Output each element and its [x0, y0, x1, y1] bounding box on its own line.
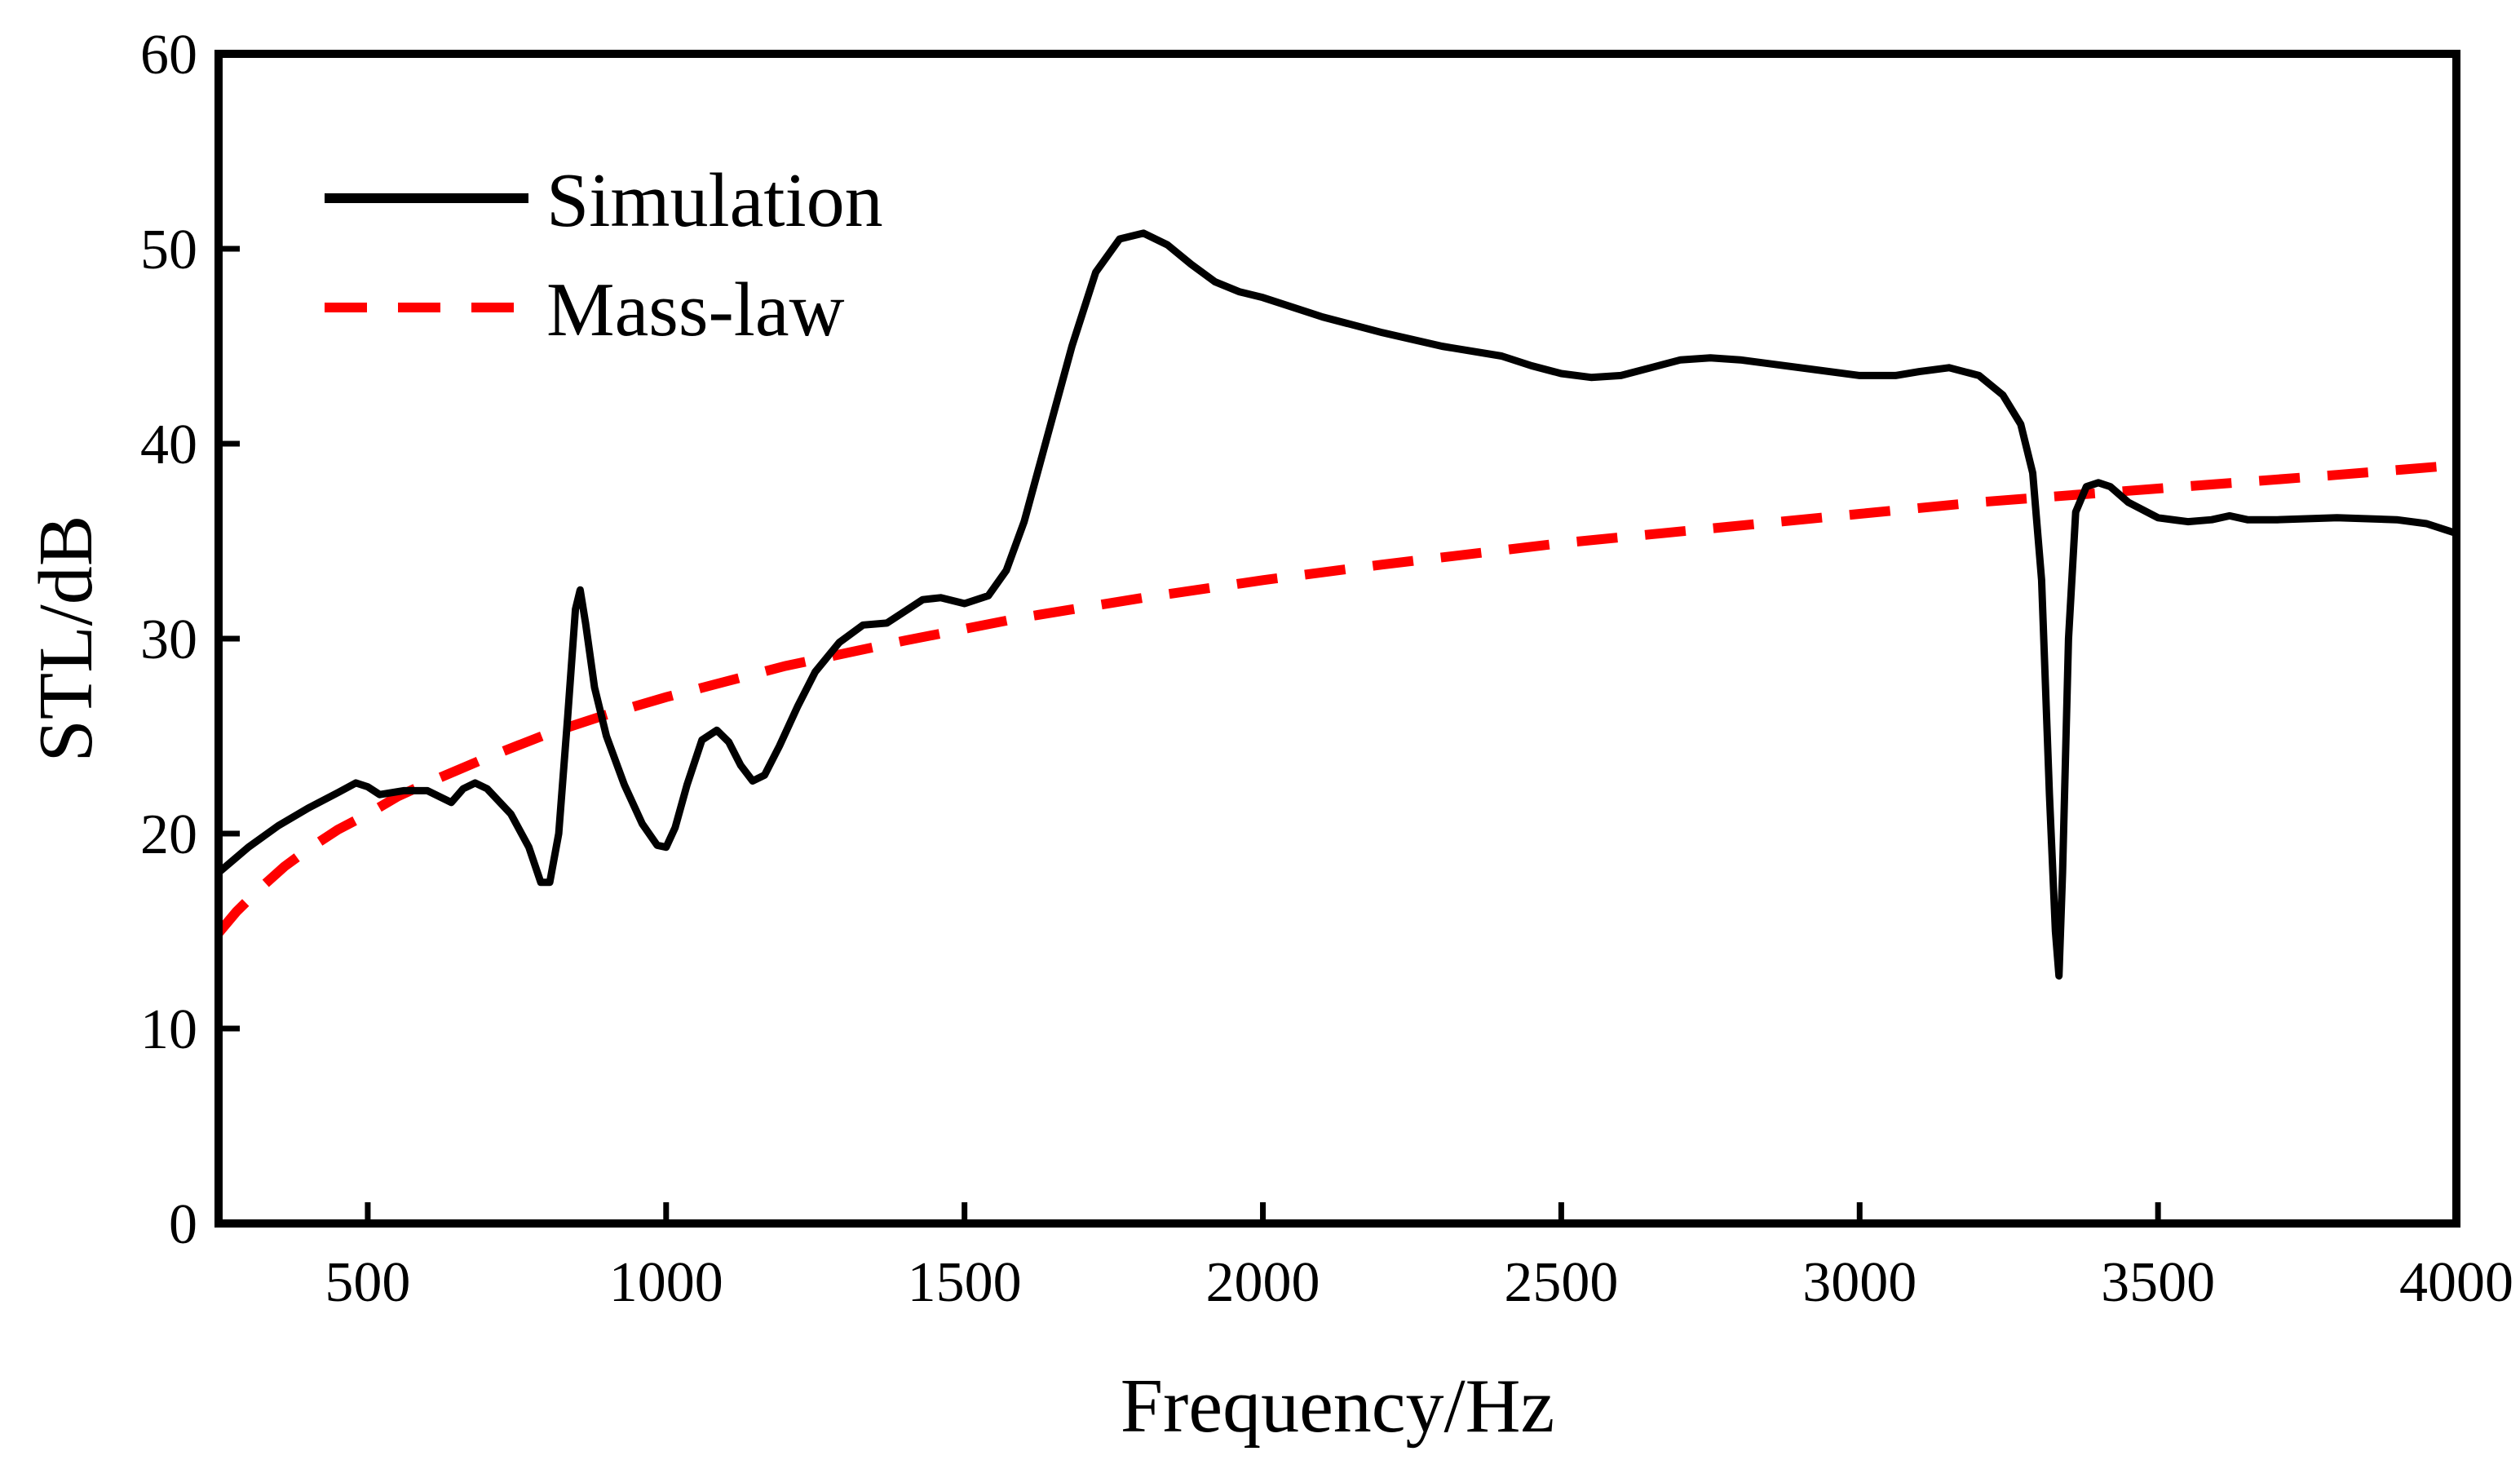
- y-tick-label-30: 30: [140, 608, 197, 671]
- x-tick-label-500: 500: [325, 1251, 410, 1314]
- y-tick-label-0: 0: [169, 1193, 197, 1256]
- y-axis-title: STL/dB: [24, 515, 108, 763]
- series-line-mass-law: [214, 460, 2457, 936]
- legend-label-simulation: Simulation: [546, 158, 883, 243]
- series-line-simulation: [214, 229, 2460, 980]
- y-tick-label-60: 60: [140, 24, 197, 86]
- plot-lines: [214, 229, 2460, 980]
- x-tick-label-4000: 4000: [2399, 1251, 2513, 1314]
- x-tick-label-1500: 1500: [908, 1251, 1022, 1314]
- x-tick-label-3500: 3500: [2101, 1251, 2215, 1314]
- x-tick-label-2000: 2000: [1206, 1251, 1320, 1314]
- legend-label-mass-law: Mass-law: [546, 268, 845, 352]
- x-axis-title: Frequency/Hz: [1121, 1364, 1554, 1449]
- axis-ticks: 500 1000 1500 2000 2500 3000 3500 4000 0 10 20 30 40…: [140, 24, 2513, 1314]
- y-tick-label-20: 20: [140, 803, 197, 866]
- x-tick-label-1000: 1000: [609, 1251, 723, 1314]
- y-tick-label-40: 40: [140, 414, 197, 476]
- x-tick-label-3000: 3000: [1802, 1251, 1917, 1314]
- y-tick-label-50: 50: [140, 219, 197, 281]
- y-tick-label-10: 10: [140, 998, 197, 1061]
- x-tick-label-2500: 2500: [1504, 1251, 1618, 1314]
- legend: Simulation Mass-law: [325, 158, 883, 352]
